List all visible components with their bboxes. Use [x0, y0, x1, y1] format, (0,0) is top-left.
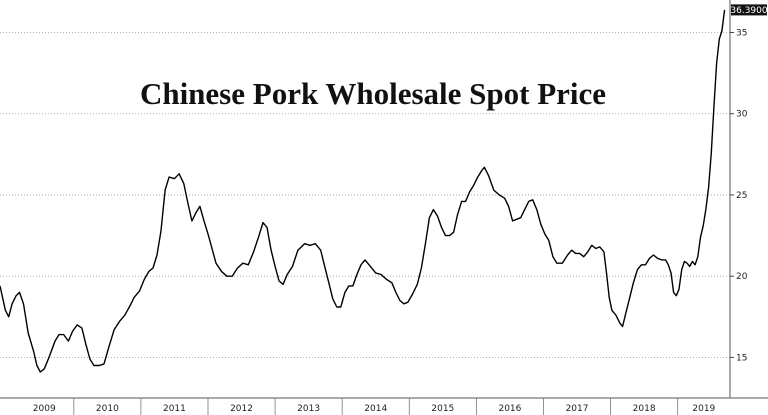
last-value-background	[731, 4, 767, 16]
x-year-label: 2013	[297, 404, 320, 414]
last-value-label: 36.3900	[730, 6, 767, 16]
x-year-label: 2018	[633, 404, 656, 414]
price-series-line	[0, 9, 726, 373]
y-tick-label: 30	[736, 110, 748, 120]
x-year-label: 2010	[96, 404, 119, 414]
x-year-label: 2019	[692, 404, 715, 414]
x-year-label: 2014	[364, 404, 387, 414]
x-year-label: 2011	[163, 404, 186, 414]
y-tick-label: 25	[736, 191, 747, 201]
x-year-label: 2012	[230, 404, 253, 414]
x-year-label: 2016	[498, 404, 521, 414]
chart-title: Chinese Pork Wholesale Spot Price	[140, 76, 606, 111]
x-year-label: 2009	[33, 404, 56, 414]
y-tick-label: 20	[736, 272, 748, 282]
last-value-badge: 36.3900	[730, 4, 768, 16]
y-axis-tick-labels: 15 20 25 30 35	[736, 28, 748, 363]
x-year-label: 2017	[566, 404, 589, 414]
x-axis-year-labels: 2009 2010 2011 2012 2013 2014 2015 2016 2017 2018…	[33, 404, 716, 414]
x-year-label: 2015	[431, 404, 454, 414]
y-tick-label: 15	[736, 353, 747, 363]
y-tick-label: 35	[736, 28, 747, 38]
